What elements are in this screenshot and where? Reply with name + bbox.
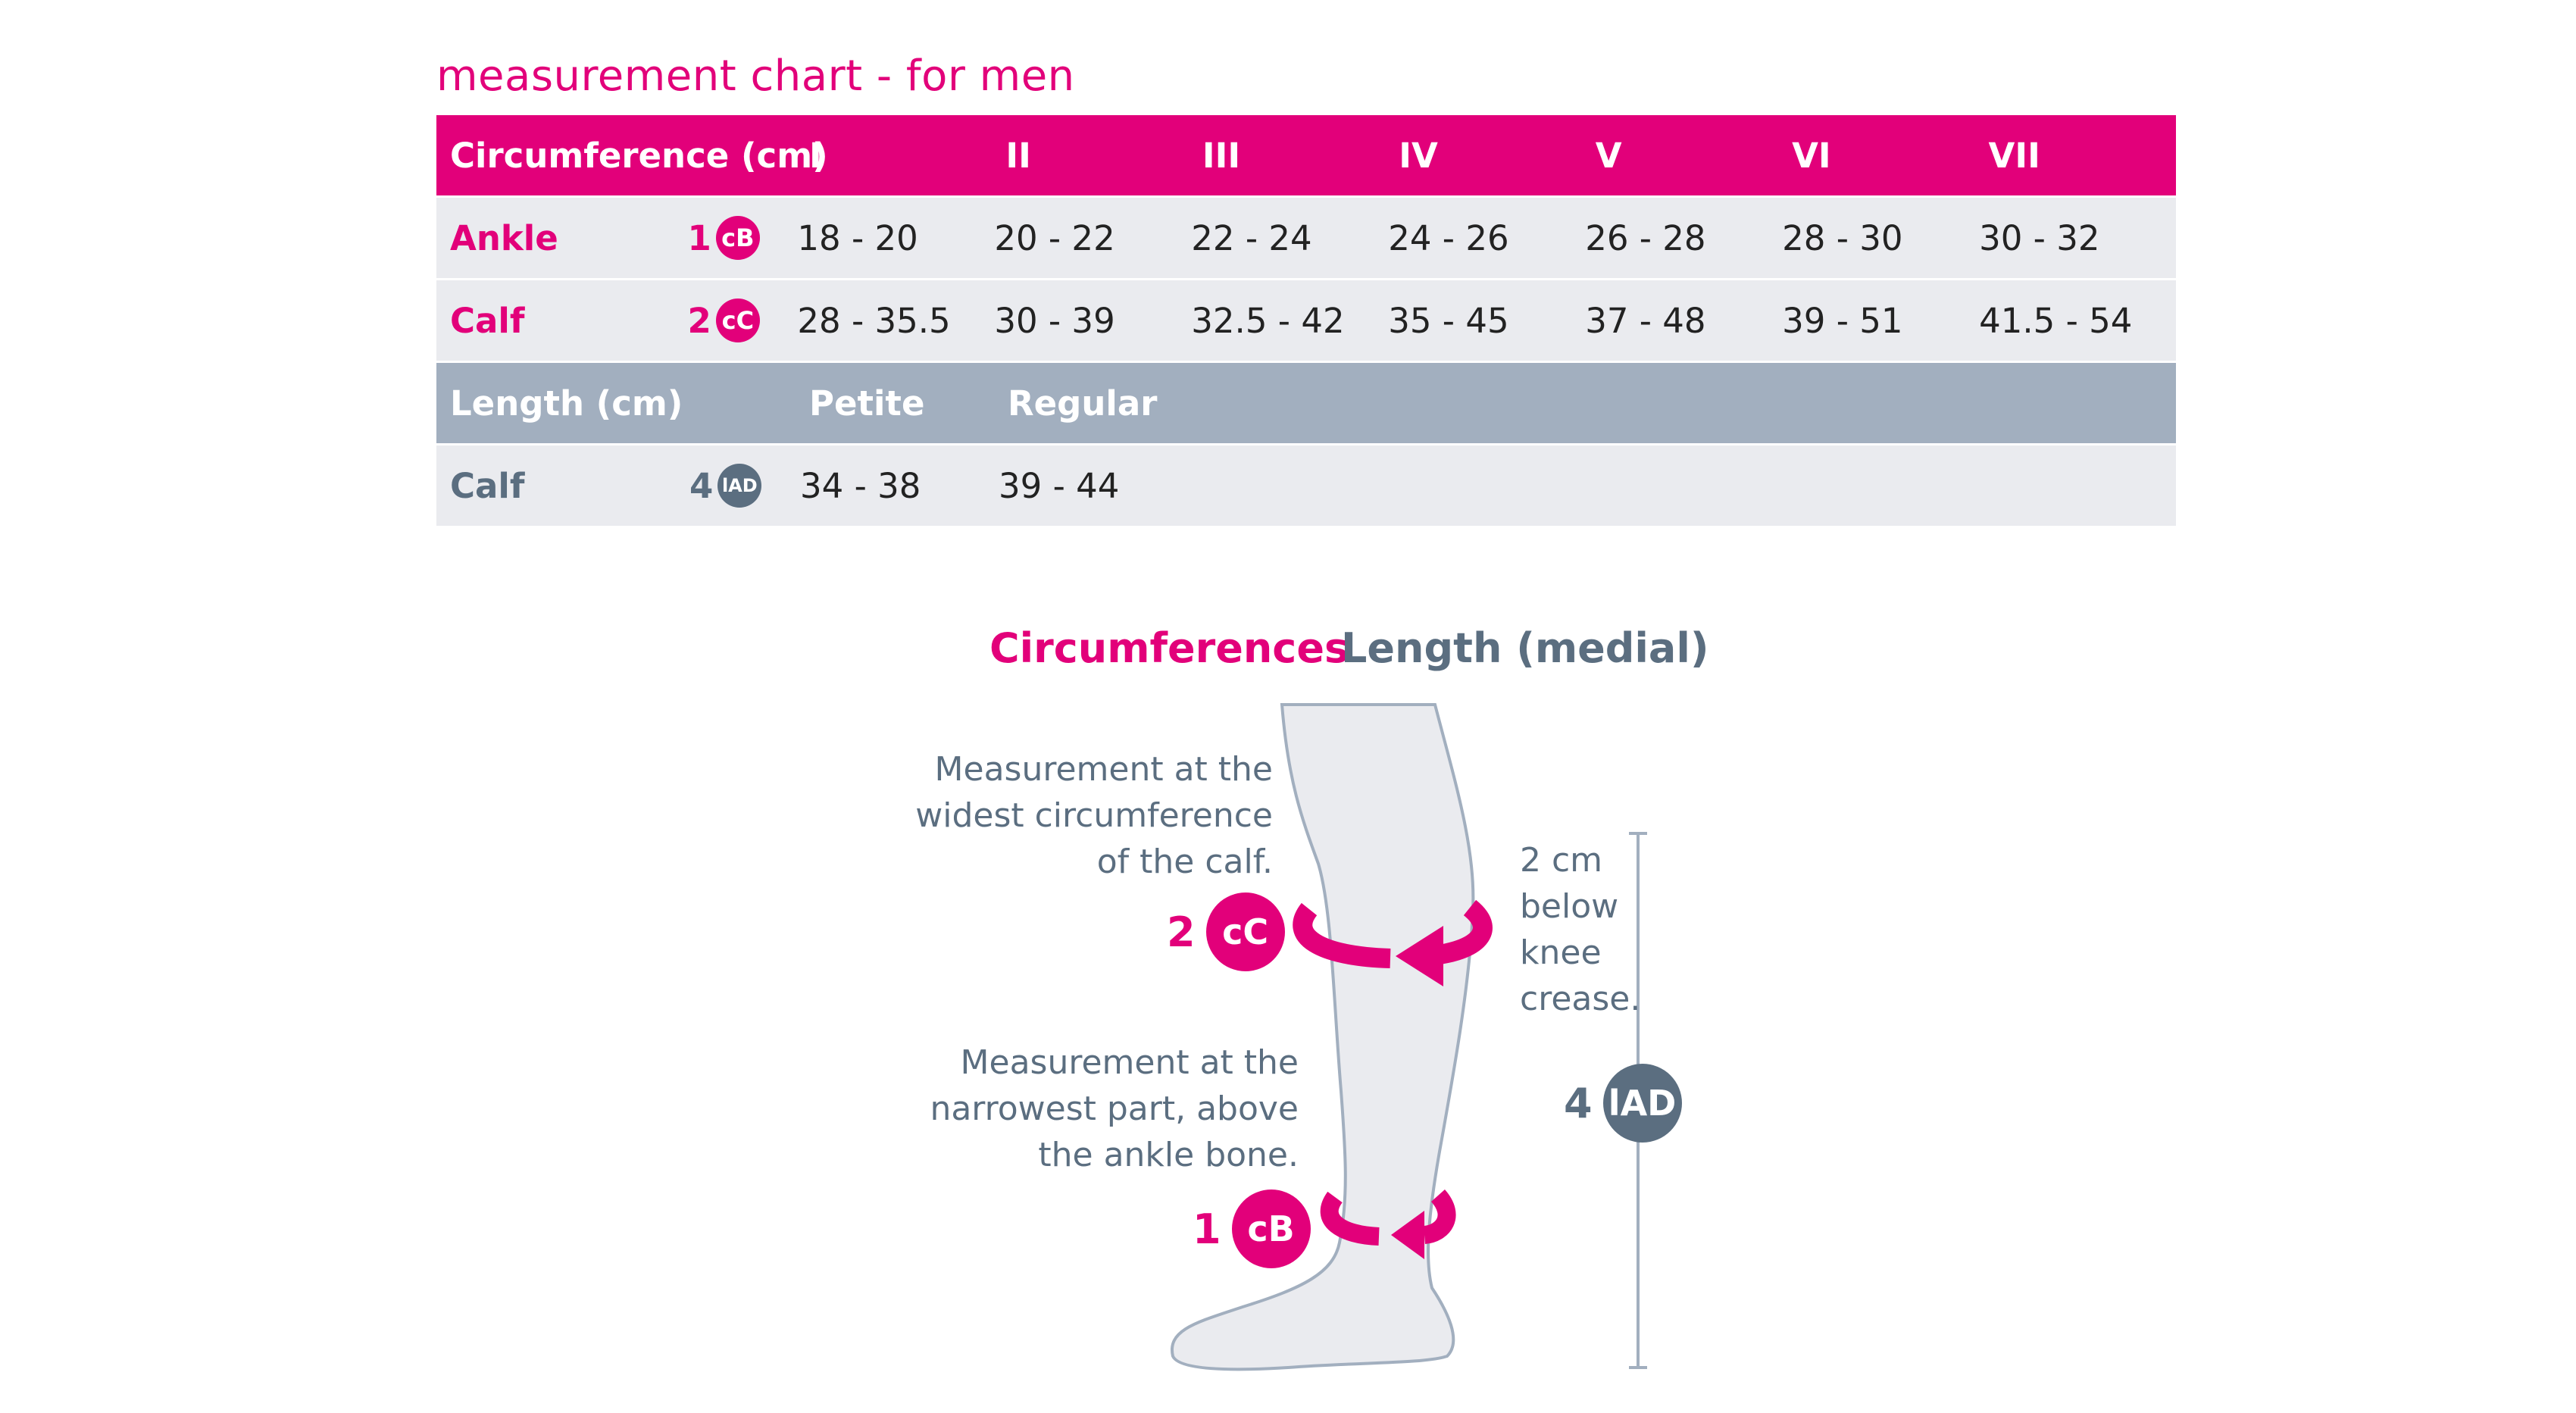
marker-number: 4 (689, 465, 714, 506)
measure-badge-icon: lAD (1602, 1064, 1682, 1143)
measure-badge-icon: lAD (717, 464, 762, 508)
table-cell: 30 - 32 (1979, 217, 2100, 258)
table-row-calf: Calf 2 cC 28 - 35.5 30 - 39 32.5 - 42 35… (436, 280, 2176, 363)
row-marker: 2 cC (688, 299, 798, 342)
size-header: V (1595, 135, 1622, 176)
size-header: III (1202, 135, 1241, 176)
table-cell: 34 - 38 (800, 465, 921, 506)
marker-number: 2 (1167, 908, 1196, 956)
leg-outline (1170, 703, 1475, 1371)
measure-badge-icon: cC (1205, 893, 1285, 971)
size-header: VI (1792, 135, 1831, 176)
note-line: widest circumference (915, 796, 1273, 835)
table-cell: 24 - 26 (1388, 217, 1509, 258)
circumference-header-row: Circumference (cm) I II III IV V VI VII (436, 115, 2176, 198)
length-marker: 4 lAD (1564, 1064, 1682, 1143)
ankle-marker: 1 cB (1193, 1189, 1311, 1268)
measure-badge-icon: cB (1231, 1189, 1311, 1268)
circumferences-heading: Circumferences (989, 624, 1349, 672)
row-label: Ankle (450, 217, 558, 258)
size-header: IV (1399, 135, 1438, 176)
calf-circumference-arrow (1293, 899, 1493, 986)
marker-number: 1 (687, 217, 711, 258)
ankle-circumference-arrow (1320, 1189, 1456, 1259)
size-header: I (809, 135, 822, 176)
table-cell: 30 - 39 (994, 300, 1115, 341)
note-line: crease. (1520, 980, 1641, 1018)
ankle-measurement-note: Measurement at the narrowest part, above… (930, 1039, 1299, 1178)
row-marker: 1 cB (688, 216, 798, 260)
note-line: of the calf. (1096, 842, 1273, 881)
table-cell: 32.5 - 42 (1191, 300, 1345, 341)
marker-number: 2 (687, 300, 711, 341)
circumference-header: Circumference (cm) (450, 135, 828, 176)
length-header: Length (cm) (450, 383, 683, 424)
table-cell: 35 - 45 (1388, 300, 1509, 341)
knee-crease-note: 2 cm below knee crease. (1520, 837, 1640, 1022)
table-cell: 28 - 35.5 (797, 300, 951, 341)
size-header: II (1005, 135, 1031, 176)
note-line: 2 cm (1520, 841, 1603, 880)
table-cell: 18 - 20 (797, 217, 918, 258)
table-row-ankle: Ankle 1 cB 18 - 20 20 - 22 22 - 24 24 - … (436, 198, 2176, 280)
note-line: the ankle bone. (1038, 1136, 1299, 1174)
measurement-table: Circumference (cm) I II III IV V VI VII … (436, 115, 2176, 528)
table-cell: 28 - 30 (1782, 217, 1903, 258)
table-row-length-calf: Calf 4 lAD 34 - 38 39 - 44 (436, 445, 2176, 528)
size-header: Regular (1008, 383, 1158, 424)
measure-badge-icon: cC (715, 299, 760, 342)
row-label: Calf (450, 300, 525, 341)
note-line: Measurement at the (960, 1043, 1299, 1082)
page-title: measurement chart - for men (436, 52, 1075, 101)
marker-number: 1 (1193, 1205, 1221, 1253)
note-line: Measurement at the (934, 750, 1273, 789)
calf-marker: 2 cC (1167, 893, 1285, 971)
table-cell: 39 - 51 (1782, 300, 1903, 341)
length-heading: Length (medial) (1341, 624, 1709, 672)
table-cell: 39 - 44 (999, 465, 1120, 506)
length-header-row: Length (cm) Petite Regular (436, 363, 2176, 445)
size-header: VII (1988, 135, 2040, 176)
table-cell: 37 - 48 (1585, 300, 1706, 341)
note-line: knee (1520, 933, 1602, 972)
calf-measurement-note: Measurement at the widest circumference … (915, 746, 1273, 885)
table-cell: 20 - 22 (994, 217, 1115, 258)
size-header: Petite (809, 383, 925, 424)
note-line: below (1520, 887, 1619, 926)
table-cell: 22 - 24 (1191, 217, 1312, 258)
table-cell: 26 - 28 (1585, 217, 1706, 258)
measure-badge-icon: cB (715, 216, 760, 260)
table-cell: 41.5 - 54 (1979, 300, 2133, 341)
row-label: Calf (450, 465, 525, 506)
marker-number: 4 (1564, 1079, 1593, 1127)
note-line: narrowest part, above (930, 1089, 1299, 1128)
row-marker: 4 lAD (689, 464, 800, 508)
